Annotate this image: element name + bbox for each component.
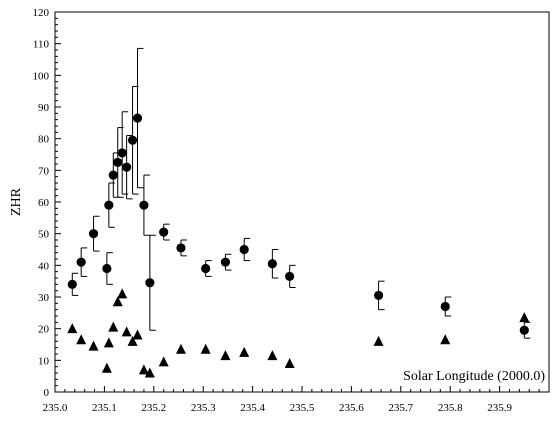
x-axis-annotation: Solar Longitude (2000.0)	[403, 369, 545, 384]
circle-point	[285, 271, 295, 282]
triangle-point	[103, 337, 114, 348]
circle-point	[267, 259, 277, 269]
circle-point	[102, 263, 112, 274]
tick-layer: 235.0 235.1 235.2 235.3 235.4 235.5 235.6 235.7…	[33, 7, 540, 414]
y-tick-label: 70	[38, 165, 50, 177]
y-tick-label: 40	[38, 260, 50, 272]
circle-point	[127, 135, 138, 145]
x-tick-label: 235.0	[43, 402, 68, 414]
circle-point	[519, 325, 529, 335]
circle-point	[76, 257, 86, 267]
circle-point	[201, 263, 211, 274]
circle-point	[113, 157, 123, 168]
circle-point	[108, 170, 118, 180]
triangle-point	[101, 362, 112, 373]
y-tick-label: 20	[38, 324, 50, 336]
x-tick-label: 235.1	[92, 402, 117, 414]
y-axis-title: ZHR	[9, 187, 24, 216]
y-tick-label: 80	[38, 134, 50, 146]
triangle-point	[67, 323, 78, 334]
x-tick-label: 235.4	[240, 402, 265, 414]
triangle-point	[121, 326, 132, 337]
circle-point	[139, 200, 149, 210]
triangle-point	[76, 334, 87, 345]
y-tick-label: 60	[38, 197, 50, 209]
triangle-point	[200, 343, 211, 354]
x-tick-label: 235.5	[290, 402, 315, 414]
circle-point	[104, 200, 114, 210]
y-tick-label: 120	[33, 7, 50, 19]
circle-point	[176, 243, 186, 253]
triangle-point	[132, 329, 143, 340]
y-tick-label: 90	[38, 102, 50, 114]
circle-point	[88, 229, 99, 239]
y-tick-label: 0	[44, 387, 50, 399]
circle-point	[373, 290, 384, 301]
triangle-point	[175, 343, 186, 354]
triangle-point	[117, 288, 128, 299]
circle-point	[132, 113, 143, 123]
x-tick-label: 235.9	[487, 402, 512, 414]
circle-point	[122, 162, 132, 172]
triangle-point	[220, 350, 231, 361]
circle-point	[145, 278, 155, 288]
error-bar-layer	[71, 47, 531, 339]
triangle-point	[108, 321, 119, 332]
triangle-point	[112, 296, 123, 307]
triangle-point	[267, 350, 278, 361]
triangle-point	[440, 334, 451, 345]
x-tick-label: 235.7	[388, 402, 413, 414]
circle-point	[220, 257, 231, 267]
y-tick-label: 100	[33, 70, 50, 82]
x-tick-label: 235.6	[339, 402, 364, 414]
circle-point	[239, 244, 249, 255]
y-tick-label: 110	[33, 39, 50, 51]
circle-point	[67, 279, 77, 289]
triangle-point	[127, 335, 138, 346]
x-tick-label: 235.8	[438, 402, 463, 414]
triangle-point	[239, 346, 250, 357]
triangle-point	[284, 358, 295, 368]
marker-layer	[67, 113, 530, 378]
x-tick-label: 235.3	[191, 402, 216, 414]
triangle-point	[138, 364, 149, 375]
circle-point	[117, 148, 127, 158]
circle-point	[440, 301, 450, 312]
triangle-point	[373, 335, 384, 346]
y-tick-label: 10	[38, 355, 50, 367]
triangle-point	[519, 312, 530, 323]
x-tick-label: 235.2	[141, 402, 166, 414]
circle-point	[159, 227, 169, 237]
triangle-point	[144, 367, 155, 378]
y-tick-label: 50	[38, 229, 50, 241]
triangle-point	[158, 356, 169, 367]
triangle-point	[88, 340, 99, 351]
y-tick-label: 30	[38, 292, 50, 304]
